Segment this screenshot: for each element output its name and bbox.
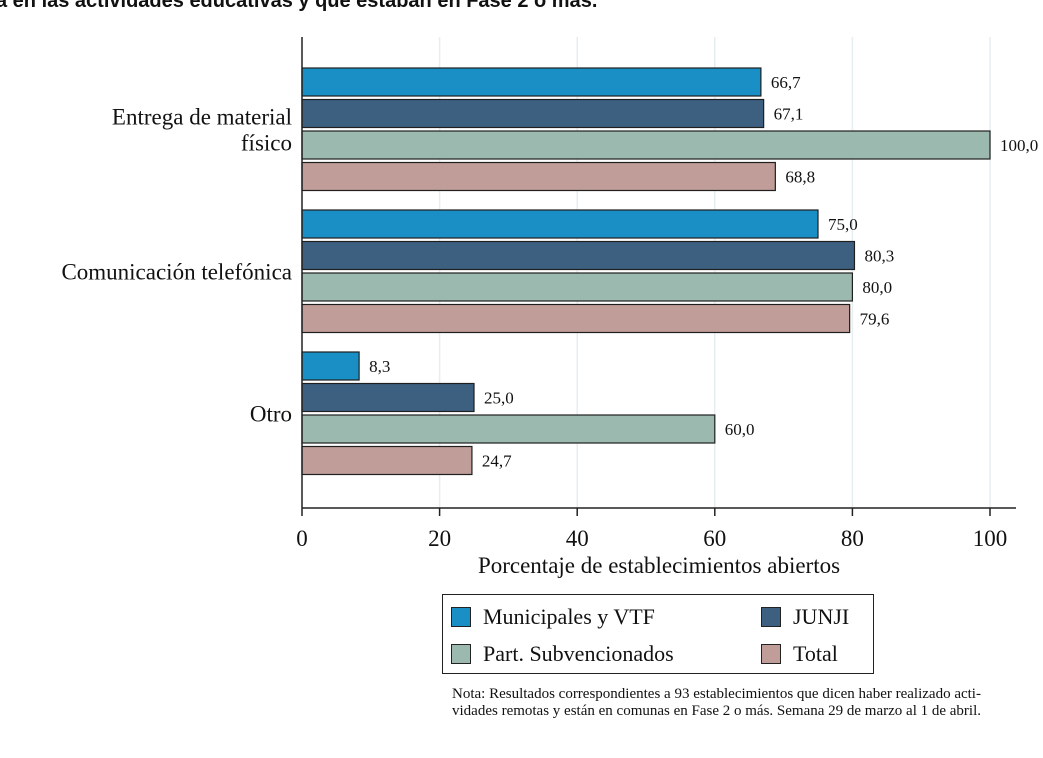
bar xyxy=(301,272,854,302)
data-label: 24,7 xyxy=(482,452,512,471)
legend-label: Total xyxy=(793,641,838,666)
legend: Municipales y VTF JUNJI Part. Subvencion… xyxy=(442,594,874,674)
bar xyxy=(301,382,475,413)
bar xyxy=(301,161,776,192)
x-tick-label: 60 xyxy=(703,526,726,551)
legend-label: Municipales y VTF xyxy=(483,604,655,629)
bar xyxy=(301,98,765,129)
data-label: 100,0 xyxy=(1000,136,1038,155)
data-label: 80,0 xyxy=(862,278,892,297)
data-label: 66,7 xyxy=(771,73,801,92)
x-tick-label: 40 xyxy=(566,526,589,551)
category-label: Otro xyxy=(250,401,292,426)
data-label: 80,3 xyxy=(864,247,894,266)
legend-item-particulares: Part. Subvencionados xyxy=(451,641,674,667)
data-label: 75,0 xyxy=(828,215,858,234)
footnote-line: vidades remotas y están en comunas en Fa… xyxy=(452,703,982,719)
footnote: Nota: Resultados correspondientes a 93 e… xyxy=(452,686,1042,720)
data-label: 68,8 xyxy=(785,168,815,187)
data-label: 67,1 xyxy=(774,105,804,124)
x-tick-label: 0 xyxy=(296,526,308,551)
legend-swatch-junji xyxy=(761,607,781,627)
legend-item-municipales: Municipales y VTF xyxy=(451,604,655,630)
bar xyxy=(301,240,856,271)
footnote-line: Nota: Resultados correspondientes a 93 e… xyxy=(452,686,981,702)
data-labels: 66,7 75,0 8,3 67,1 80,3 25,0 100,0 80,0 60,0 68,8… xyxy=(369,73,1038,471)
chart-title: a en las actividades educativas y que es… xyxy=(0,0,598,12)
x-tick-label: 80 xyxy=(841,526,864,551)
bar xyxy=(301,351,360,381)
legend-swatch-municipales xyxy=(451,607,471,627)
legend-swatch-particulares xyxy=(451,644,471,664)
legend-item-total: Total xyxy=(761,641,838,667)
bar xyxy=(301,130,991,160)
legend-item-junji: JUNJI xyxy=(761,604,849,630)
data-label: 25,0 xyxy=(484,389,514,408)
data-label: 60,0 xyxy=(725,420,755,439)
bar-chart: 66,7 75,0 8,3 67,1 80,3 25,0 100,0 80,0 60,0 68,8… xyxy=(61,37,1038,578)
data-label: 8,3 xyxy=(369,357,390,376)
category-label: Comunicación telefónica xyxy=(61,259,292,284)
legend-label: JUNJI xyxy=(793,604,850,629)
x-axis-label: Porcentaje de establecimientos abiertos xyxy=(478,553,840,578)
bar xyxy=(301,303,851,334)
category-label: físico xyxy=(241,130,292,155)
bar xyxy=(301,445,473,476)
bar xyxy=(301,67,762,97)
category-label: Entrega de material xyxy=(112,104,292,129)
x-tick-label: 100 xyxy=(973,526,1008,551)
x-tick-label: 20 xyxy=(428,526,451,551)
bars xyxy=(301,67,991,476)
legend-label: Part. Subvencionados xyxy=(483,641,674,666)
legend-swatch-total xyxy=(761,644,781,664)
data-label: 79,6 xyxy=(860,310,890,329)
bar xyxy=(301,414,716,444)
bar xyxy=(301,209,819,239)
